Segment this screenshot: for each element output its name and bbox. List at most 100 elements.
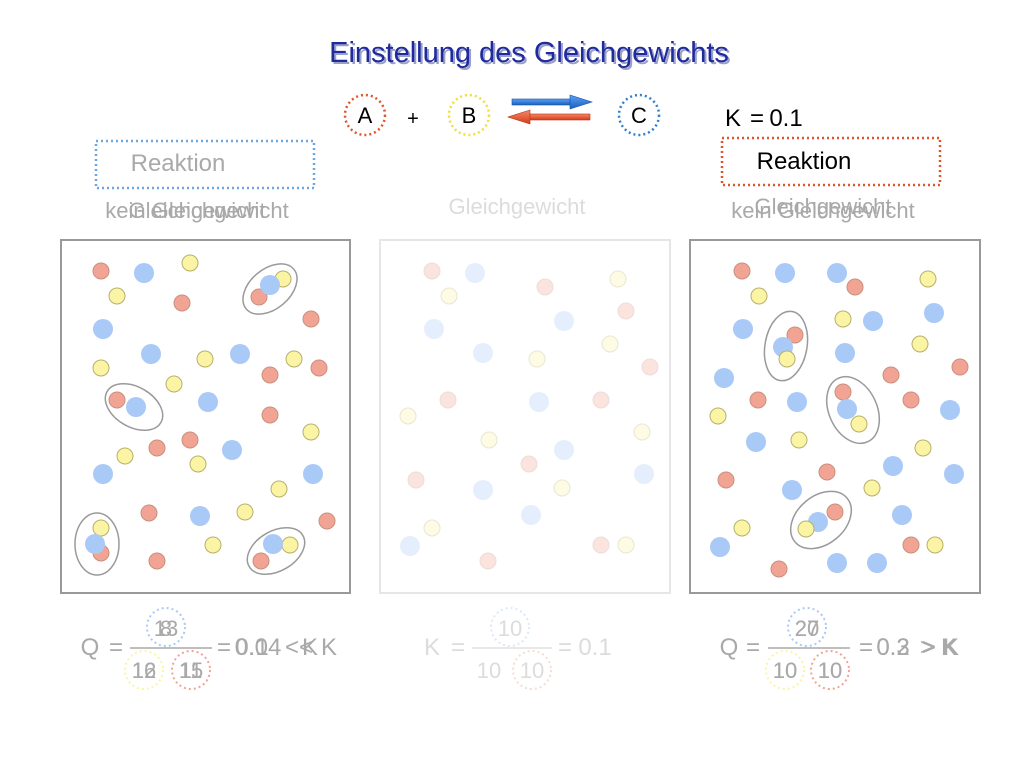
molecule-c — [944, 464, 964, 484]
molecule-a — [749, 391, 767, 409]
left-result-front: 0.1 — [235, 634, 268, 661]
k-value: 0.1 — [769, 105, 802, 132]
molecule-c — [400, 536, 420, 556]
molecule-c — [710, 537, 730, 557]
left-reaction-label: Reaktion — [131, 150, 226, 177]
molecule-c — [222, 440, 242, 460]
right-equation: Q = 20 27 10 10 10 10 = 0.3 0.2 > > K K — [720, 607, 959, 690]
middle-equals-2: = — [558, 634, 572, 661]
molecule-a — [302, 310, 320, 328]
molecule-a — [92, 262, 110, 280]
right-complex-outline — [825, 375, 881, 445]
molecule-c — [924, 303, 944, 323]
molecule-c — [521, 505, 541, 525]
molecule-a — [536, 278, 554, 296]
molecule-b — [116, 447, 134, 465]
left-status-back: Gleichgewicht — [129, 198, 266, 223]
right-denominator-b-front: 10 — [773, 658, 797, 683]
molecule-b — [270, 480, 288, 498]
molecule-a — [479, 552, 497, 570]
molecule-b — [92, 359, 110, 377]
left-ring-b — [124, 650, 164, 690]
molecule-c — [892, 505, 912, 525]
right-result-back: 0.3 — [876, 634, 909, 661]
middle-equation: K = 10 10 10 = 0.1 — [424, 607, 612, 690]
molecule-c — [473, 343, 493, 363]
molecule-a — [641, 358, 659, 376]
molecule-b — [750, 287, 768, 305]
molecule-b — [440, 287, 458, 305]
molecule-a — [423, 262, 441, 280]
middle-k-label: K — [424, 634, 440, 661]
molecule-a — [834, 383, 852, 401]
left-reaction-vessel — [60, 239, 351, 594]
right-status-back: Gleichgewicht — [755, 194, 892, 219]
left-molecules — [74, 254, 336, 576]
left-comparison-back: < — [285, 634, 299, 661]
reaction-equation: A + B C K = 0.1 — [343, 93, 803, 137]
k-label: K — [725, 105, 741, 132]
molecule-c — [714, 368, 734, 388]
molecule-c — [940, 400, 960, 420]
molecule-c — [93, 464, 113, 484]
molecule-a — [140, 504, 158, 522]
right-comparison-k-back: K — [941, 634, 957, 661]
left-ring-a — [171, 650, 211, 690]
left-comparison-k-back: K — [302, 634, 318, 661]
molecule-a — [520, 455, 538, 473]
molecule-b — [196, 350, 214, 368]
molecule-b — [528, 350, 546, 368]
left-denominator-a-back: 15 — [179, 658, 203, 683]
molecule-a — [770, 560, 788, 578]
middle-equals: = — [451, 634, 465, 661]
molecule-c — [883, 456, 903, 476]
molecule-c — [787, 392, 807, 412]
molecule-a — [717, 471, 735, 489]
molecule-b — [399, 407, 417, 425]
molecule-c — [303, 464, 323, 484]
molecule-b — [797, 520, 815, 538]
right-result-front: 0.2 — [876, 634, 909, 661]
reverse-arrow — [507, 109, 591, 125]
left-equals: = — [109, 634, 123, 661]
middle-reaction-vessel — [379, 239, 671, 594]
molecule-b — [480, 431, 498, 449]
right-equals: = — [746, 634, 760, 661]
molecule-b — [165, 375, 183, 393]
molecule-a — [592, 536, 610, 554]
molecule-c — [198, 392, 218, 412]
k-equals: = — [750, 105, 764, 132]
middle-denominator-b: 10 — [477, 658, 501, 683]
left-complex-outline — [246, 527, 306, 575]
molecule-c — [424, 319, 444, 339]
species-c-ring — [617, 93, 661, 137]
molecule-a — [148, 439, 166, 457]
molecule-b — [709, 407, 727, 425]
left-complex-outline — [104, 383, 164, 431]
molecule-a — [108, 391, 126, 409]
middle-ring-a — [512, 650, 552, 690]
left-reaction-box — [94, 139, 316, 190]
left-numerator-back: 8 — [160, 616, 172, 641]
molecule-a — [407, 471, 425, 489]
right-q-label: Q — [720, 634, 739, 661]
molecule-a — [181, 431, 199, 449]
molecule-c — [260, 275, 280, 295]
left-equation: Q = 8 13 16 12 15 11 = 0.04 0.1 < < K K — [81, 607, 337, 690]
molecule-c — [867, 553, 887, 573]
species-a-ring — [343, 93, 387, 137]
molecule-b — [189, 455, 207, 473]
left-complex-outline — [74, 512, 120, 576]
right-reaction-label: Reaktion — [757, 148, 852, 175]
molecule-a — [733, 262, 751, 280]
molecule-b — [236, 503, 254, 521]
molecule-b — [181, 254, 199, 272]
molecule-c — [827, 553, 847, 573]
right-comparison-front: > — [922, 634, 936, 661]
molecule-c — [554, 311, 574, 331]
molecule-a — [818, 463, 836, 481]
molecule-b — [617, 536, 635, 554]
molecule-c — [473, 480, 493, 500]
species-a-label: A — [358, 103, 373, 128]
slide-title: Einstellung des Gleichgewichts — [329, 37, 729, 69]
